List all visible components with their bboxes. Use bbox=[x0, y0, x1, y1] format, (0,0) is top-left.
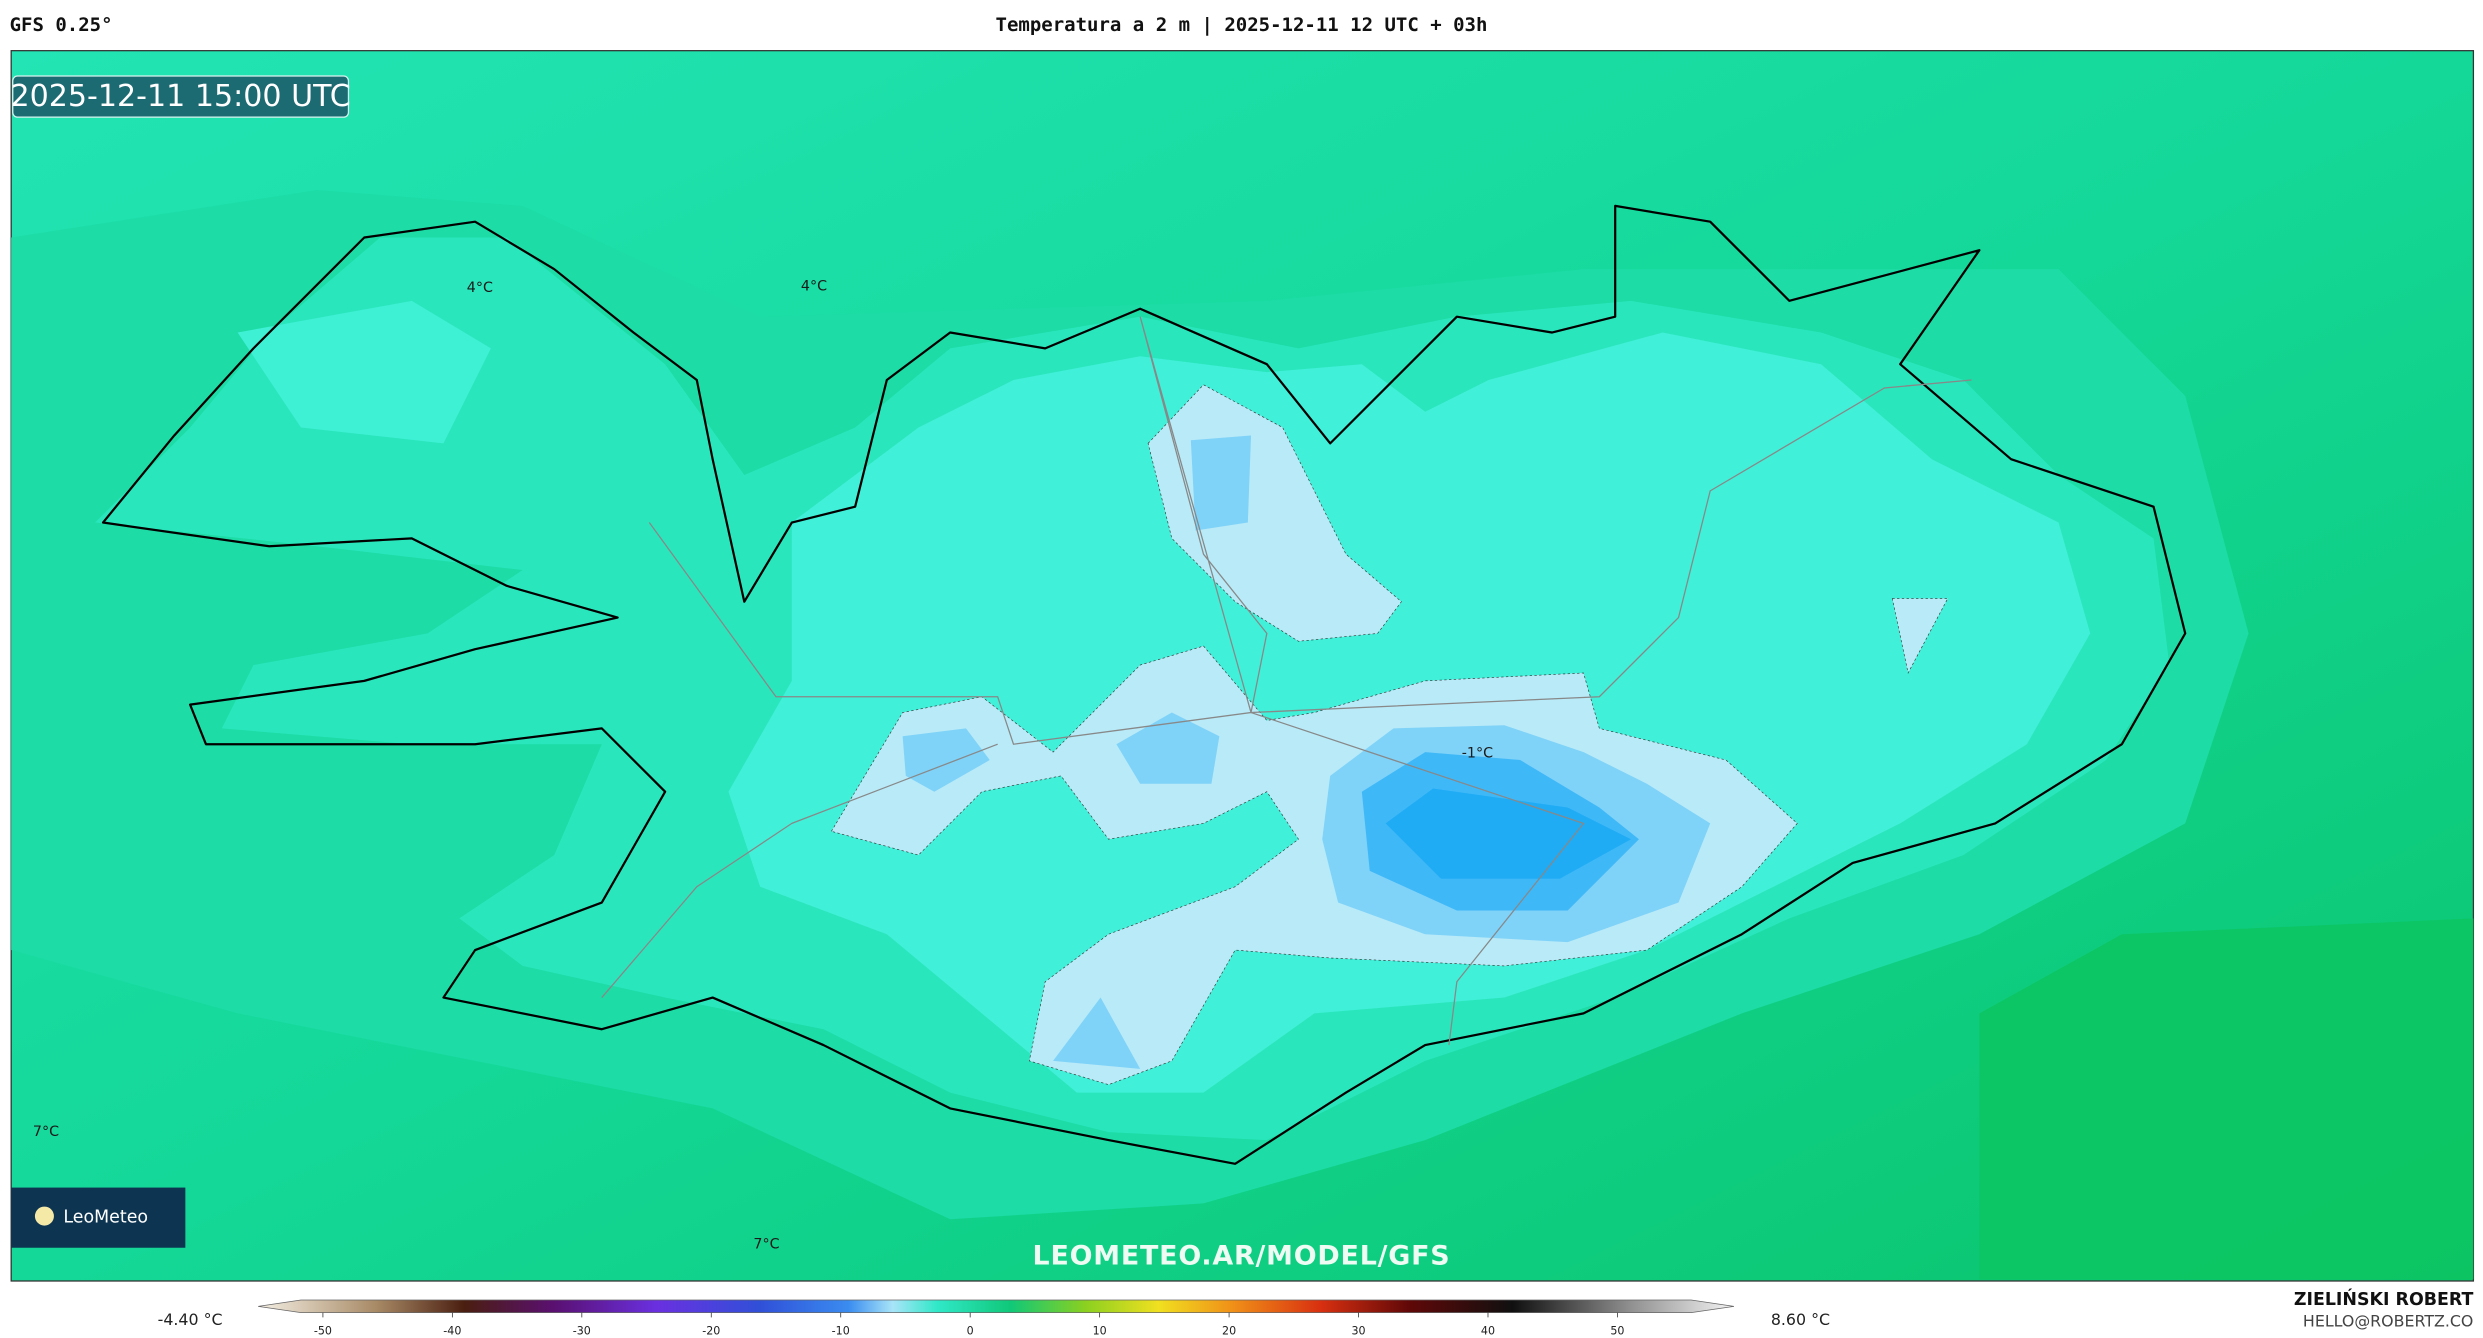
colorbar-tick-label: -30 bbox=[573, 1325, 591, 1338]
contour-label: -1°C bbox=[1462, 746, 1493, 762]
colorbar-bar bbox=[258, 1299, 1735, 1314]
valid-time: 2025-12-11 15:00 UTC bbox=[10, 79, 350, 114]
border bbox=[648, 316, 1585, 1046]
contour bbox=[1116, 712, 1220, 784]
border bbox=[1250, 379, 1972, 714]
colorbar-tick-label: 10 bbox=[1093, 1325, 1107, 1338]
watermark: LEOMETEO.AR/MODEL/GFS bbox=[1033, 1241, 1451, 1272]
colorbar-tick-label: -10 bbox=[832, 1325, 850, 1338]
contour bbox=[237, 300, 491, 444]
colorbar-tick-label: 20 bbox=[1222, 1325, 1236, 1338]
contour bbox=[1979, 918, 2474, 1280]
colorbar-tick-label: -50 bbox=[314, 1325, 332, 1338]
author: ZIELIŃSKI ROBERT bbox=[2294, 1288, 2474, 1310]
colorbar-tick-label: 0 bbox=[967, 1325, 974, 1338]
contour-label: 7°C bbox=[33, 1124, 59, 1140]
valid-time-box bbox=[12, 75, 350, 118]
contour bbox=[902, 728, 990, 792]
map-title: Temperatura a 2 m | 2025-12-11 12 UTC + … bbox=[996, 14, 1488, 36]
colorbar-tick-label: -20 bbox=[702, 1325, 720, 1338]
colorbar-tick-label: 50 bbox=[1610, 1325, 1624, 1338]
colorbar-tick-label: 30 bbox=[1351, 1325, 1365, 1338]
contour-label: 4°C bbox=[801, 279, 827, 295]
contour bbox=[1053, 997, 1141, 1069]
colorbar-max: 8.60 °C bbox=[1771, 1310, 1830, 1329]
coastline bbox=[101, 204, 2187, 1165]
logo-text: LeoMeteo bbox=[63, 1208, 148, 1228]
colorbar: -4.40 °C 8.60 °C -50 -40 -30 -20 -10 0 10 20 30 4… bbox=[158, 1299, 1830, 1338]
border bbox=[601, 743, 998, 998]
model-name: GFS 0.25° bbox=[10, 14, 113, 36]
contour bbox=[1190, 435, 1252, 531]
colorbar-tick-label: -40 bbox=[443, 1325, 461, 1338]
map: 4°C 4°C -1°C 7°C 7°C 2025-12-11 15:00 UT… bbox=[10, 50, 2475, 1282]
contour bbox=[1385, 788, 1632, 879]
colorbar-tick-label: 40 bbox=[1481, 1325, 1495, 1338]
colorbar-min: -4.40 °C bbox=[158, 1310, 223, 1329]
contact: HELLO@ROBERTZ.CO bbox=[2303, 1312, 2473, 1331]
contour-label: 7°C bbox=[753, 1237, 779, 1253]
contour-label: 4°C bbox=[467, 280, 493, 296]
logo-sun bbox=[34, 1206, 54, 1226]
contour bbox=[1891, 598, 1949, 674]
